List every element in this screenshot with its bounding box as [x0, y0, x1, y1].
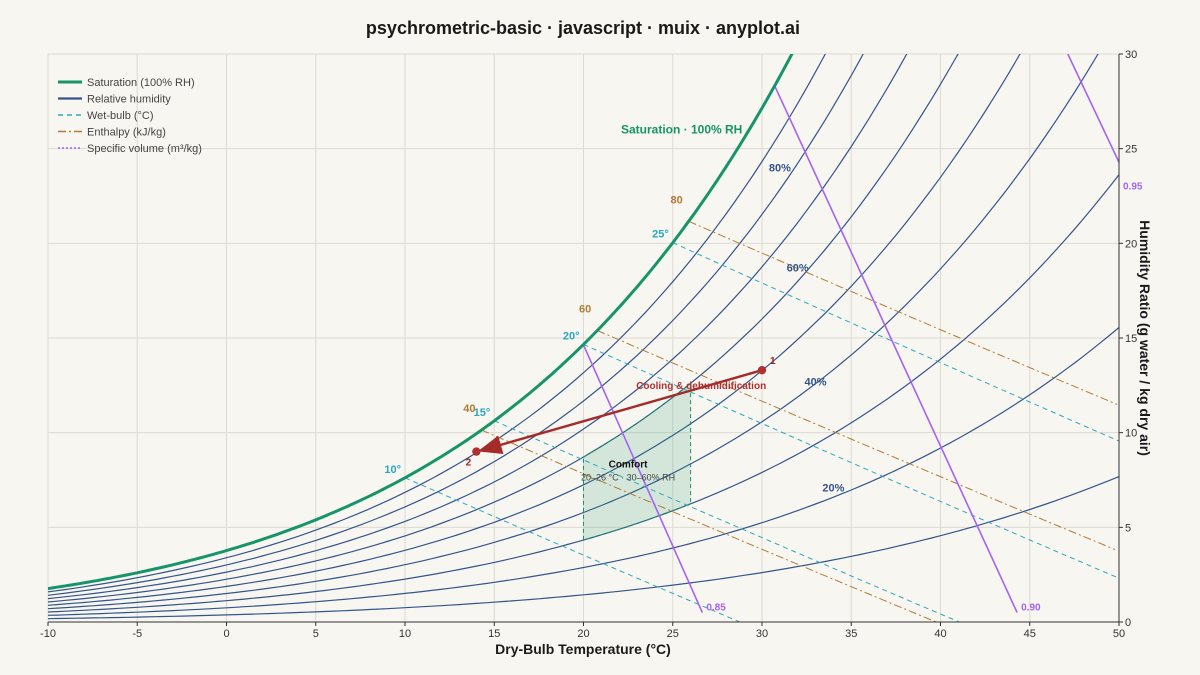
volume-line-0.9 [773, 85, 1018, 613]
x-tick-label: 20 [577, 628, 589, 640]
legend-label: Enthalpy (kJ/kg) [87, 127, 166, 139]
wetbulb-label: 10° [384, 464, 401, 476]
wetbulb-line-15 [494, 420, 961, 622]
x-tick-label: 30 [756, 628, 768, 640]
chart-title: psychrometric-basic · javascript · muix … [366, 18, 800, 38]
y-tick-label: 20 [1125, 238, 1137, 250]
y-tick-label: 30 [1125, 49, 1137, 61]
rh-label: 60% [787, 263, 809, 275]
line-labels: 80%60%40%20%Saturation · 100% RH10°15°20… [384, 123, 1143, 614]
x-tick-label: -10 [40, 628, 56, 640]
rh-label: 40% [805, 376, 827, 388]
volume-label: 0.85 [706, 603, 726, 614]
rh-curve-40 [48, 54, 1099, 610]
x-tick-label: 5 [313, 628, 319, 640]
rh-label: 20% [822, 482, 844, 494]
wetbulb-label: 25° [652, 229, 669, 241]
y-axis-label: Humidity Ratio (g water / kg dry air) [1137, 220, 1153, 456]
volume-label: 0.90 [1021, 603, 1041, 614]
wetbulb-line-20 [583, 343, 1119, 579]
enthalpy-line-80 [688, 220, 1118, 405]
x-tick-label: 50 [1113, 628, 1125, 640]
rh-curve-50 [48, 54, 1021, 606]
volume-lines [582, 54, 1119, 613]
x-tick-label: 25 [667, 628, 679, 640]
y-tick-label: 10 [1125, 428, 1137, 440]
process-point-2 [472, 447, 481, 456]
x-tick-label: 0 [223, 628, 229, 640]
legend-label: Wet-bulb (°C) [87, 110, 154, 122]
rh-curve-60 [48, 54, 959, 603]
legend-label: Specific volume (m³/kg) [87, 143, 202, 155]
comfort-zone-title: Comfort [609, 460, 649, 471]
saturation-label: Saturation · 100% RH [621, 123, 742, 137]
x-axis-label: Dry-Bulb Temperature (°C) [495, 641, 671, 657]
y-tick-label: 0 [1125, 617, 1131, 629]
legend-label: Relative humidity [87, 94, 171, 106]
wetbulb-line-10 [404, 477, 742, 622]
x-tick-label: 45 [1024, 628, 1036, 640]
enthalpy-lines [481, 220, 1118, 622]
enthalpy-label: 40 [463, 403, 475, 415]
comfort-zone-area [583, 382, 692, 541]
enthalpy-label: 60 [579, 303, 591, 315]
rh-curve-30 [48, 174, 1119, 613]
rh-curves [48, 54, 1119, 620]
comfort-zone [583, 382, 692, 541]
process-point-label: 2 [466, 458, 472, 469]
process-point-label: 1 [770, 356, 776, 367]
rh-curve-90 [48, 54, 826, 593]
saturation-curve [48, 54, 794, 591]
legend-label: Saturation (100% RH) [87, 77, 195, 89]
rh-curve-20 [48, 327, 1119, 616]
y-tick-label: 5 [1125, 522, 1131, 534]
y-tick-label: 15 [1125, 333, 1137, 345]
enthalpy-line-40 [481, 429, 938, 622]
enthalpy-line-60 [597, 330, 1116, 550]
x-tick-label: 15 [488, 628, 500, 640]
x-tick-label: 35 [845, 628, 857, 640]
process-point-1 [757, 365, 767, 375]
wetbulb-label: 15° [474, 407, 491, 419]
x-tick-label: 10 [399, 628, 411, 640]
wetbulb-line-25 [672, 242, 1119, 442]
x-tick-label: -5 [132, 628, 142, 640]
comfort-zone-subtitle: 20–26 °C · 30–60% RH [581, 473, 675, 483]
volume-line-0.85 [582, 344, 704, 613]
process-label: Cooling & dehumidification [636, 381, 766, 392]
wetbulb-lines [404, 242, 1119, 622]
x-tick-label: 40 [934, 628, 946, 640]
rh-curve-70 [48, 54, 908, 600]
legend: Saturation (100% RH) Relative humidity Wet… [58, 77, 202, 155]
process-arrow [477, 369, 763, 455]
wetbulb-label: 20° [563, 330, 580, 342]
rh-curve-10 [48, 476, 1119, 620]
process-group: 1 2 Cooling & dehumidification [466, 356, 776, 468]
grid-lines [47, 53, 1120, 623]
rh-label: 80% [769, 162, 791, 174]
saturation-curve-group [48, 54, 794, 591]
volume-label: 0.95 [1123, 182, 1143, 193]
enthalpy-label: 80 [670, 194, 682, 206]
y-tick-label: 25 [1125, 144, 1137, 156]
rh-curve-80 [48, 54, 864, 596]
